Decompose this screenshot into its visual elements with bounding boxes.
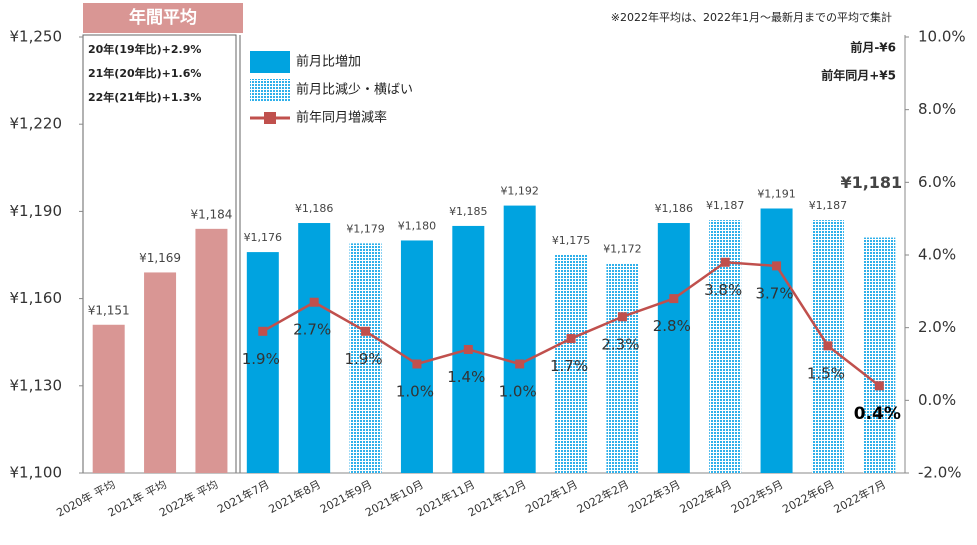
bar-label: ¥1,180 bbox=[398, 219, 437, 232]
line-marker bbox=[463, 344, 473, 354]
bar-label: ¥1,175 bbox=[552, 234, 591, 247]
line-label: 3.7% bbox=[756, 284, 794, 302]
bar-label: ¥1,186 bbox=[655, 202, 694, 215]
y2-tick-label: 6.0% bbox=[918, 173, 956, 191]
line-label: 1.9% bbox=[345, 350, 383, 368]
line-label: 2.8% bbox=[653, 317, 691, 335]
bar-label: ¥1,186 bbox=[295, 202, 334, 215]
line-marker bbox=[669, 294, 679, 304]
bar bbox=[349, 243, 382, 473]
line-label: 1.0% bbox=[499, 383, 537, 401]
x-tick-label: 2022年5月 bbox=[728, 477, 785, 516]
legend-label: 前月比増加 bbox=[296, 54, 361, 70]
bar bbox=[246, 252, 279, 473]
line-label: 3.8% bbox=[704, 281, 742, 299]
line-marker bbox=[772, 261, 782, 271]
legend-label: 前月比減少・横ばい bbox=[296, 82, 413, 98]
title-box bbox=[83, 3, 243, 33]
legend-swatch bbox=[250, 79, 290, 101]
line-marker bbox=[515, 359, 525, 369]
line-label: 1.7% bbox=[550, 357, 588, 375]
bar-label: ¥1,184 bbox=[190, 207, 232, 221]
x-tick-label: 2021年8月 bbox=[266, 477, 323, 516]
line-label: 1.4% bbox=[447, 368, 485, 386]
bar-label: ¥1,169 bbox=[139, 251, 181, 265]
line-marker bbox=[617, 312, 627, 322]
line-label: 0.4% bbox=[854, 404, 901, 424]
note: ※2022年平均は、2022年1月～最新月までの平均で集計 bbox=[611, 10, 892, 24]
y-tick-label: ¥1,100 bbox=[10, 464, 63, 482]
annotation: 21年(20年比)+1.6% bbox=[88, 66, 201, 80]
line-label: 2.3% bbox=[601, 335, 639, 353]
line-marker bbox=[258, 326, 268, 336]
line-marker bbox=[309, 297, 319, 307]
bar-label: ¥1,181 bbox=[840, 173, 902, 192]
annotation: 前月-¥6 bbox=[850, 40, 896, 55]
line-marker bbox=[720, 257, 730, 267]
bar-label: ¥1,176 bbox=[244, 231, 283, 244]
line-marker bbox=[361, 326, 371, 336]
x-tick-label: 2021年7月 bbox=[215, 477, 272, 516]
annotation: 前年同月+¥5 bbox=[821, 68, 896, 83]
x-tick-label: 2022年4月 bbox=[677, 477, 734, 516]
x-tick-label: 2021年12月 bbox=[465, 477, 528, 519]
line-label: 1.9% bbox=[242, 350, 280, 368]
x-tick-label: 2022年1月 bbox=[523, 477, 580, 516]
bar-label: ¥1,151 bbox=[88, 303, 130, 317]
legend-label: 前年同月増減率 bbox=[296, 110, 387, 126]
chart-title: 年間平均 bbox=[129, 7, 197, 28]
y2-tick-label: 8.0% bbox=[918, 100, 956, 118]
bar-label: ¥1,179 bbox=[346, 222, 385, 235]
bar bbox=[298, 223, 331, 473]
y2-tick-label: -2.0% bbox=[918, 464, 962, 482]
bar-label: ¥1,172 bbox=[603, 243, 642, 256]
bar bbox=[503, 205, 536, 473]
bar bbox=[863, 237, 896, 473]
x-tick-label: 2022年6月 bbox=[780, 477, 837, 516]
annotation: 20年(19年比)+2.9% bbox=[88, 42, 201, 56]
y2-tick-label: 0.0% bbox=[918, 391, 956, 409]
y-tick-label: ¥1,160 bbox=[10, 289, 63, 307]
y-tick-label: ¥1,250 bbox=[10, 28, 63, 46]
bar-label: ¥1,185 bbox=[449, 205, 488, 218]
x-tick-label: 2022年7月 bbox=[831, 477, 888, 516]
y2-tick-label: 2.0% bbox=[918, 318, 956, 336]
line-marker bbox=[823, 341, 833, 351]
bar-label: ¥1,192 bbox=[500, 185, 539, 198]
line-marker bbox=[412, 359, 422, 369]
y-tick-label: ¥1,190 bbox=[10, 202, 63, 220]
bar-label: ¥1,187 bbox=[809, 199, 848, 212]
bar bbox=[92, 324, 125, 473]
bar bbox=[555, 255, 588, 473]
line-label: 2.7% bbox=[293, 321, 331, 339]
y-tick-label: ¥1,220 bbox=[10, 115, 63, 133]
bar bbox=[195, 228, 228, 473]
line-label: 1.5% bbox=[807, 364, 845, 382]
y2-tick-label: 10.0% bbox=[918, 28, 966, 46]
line-marker bbox=[874, 381, 884, 391]
line-marker bbox=[566, 334, 576, 344]
line-label: 1.0% bbox=[396, 383, 434, 401]
bar bbox=[606, 263, 639, 473]
x-tick-label: 2022年 平均 bbox=[157, 477, 221, 520]
y-tick-label: ¥1,130 bbox=[10, 376, 63, 394]
legend-swatch bbox=[264, 112, 276, 124]
annotation: 22年(21年比)+1.3% bbox=[88, 90, 201, 104]
x-tick-label: 2022年2月 bbox=[574, 477, 631, 516]
bar-label: ¥1,187 bbox=[706, 199, 745, 212]
legend-swatch bbox=[250, 51, 290, 73]
bar bbox=[657, 223, 690, 473]
bar bbox=[760, 208, 793, 473]
x-tick-label: 2022年3月 bbox=[626, 477, 683, 516]
bar bbox=[144, 272, 177, 473]
bar-label: ¥1,191 bbox=[757, 187, 796, 200]
y2-tick-label: 4.0% bbox=[918, 246, 956, 264]
